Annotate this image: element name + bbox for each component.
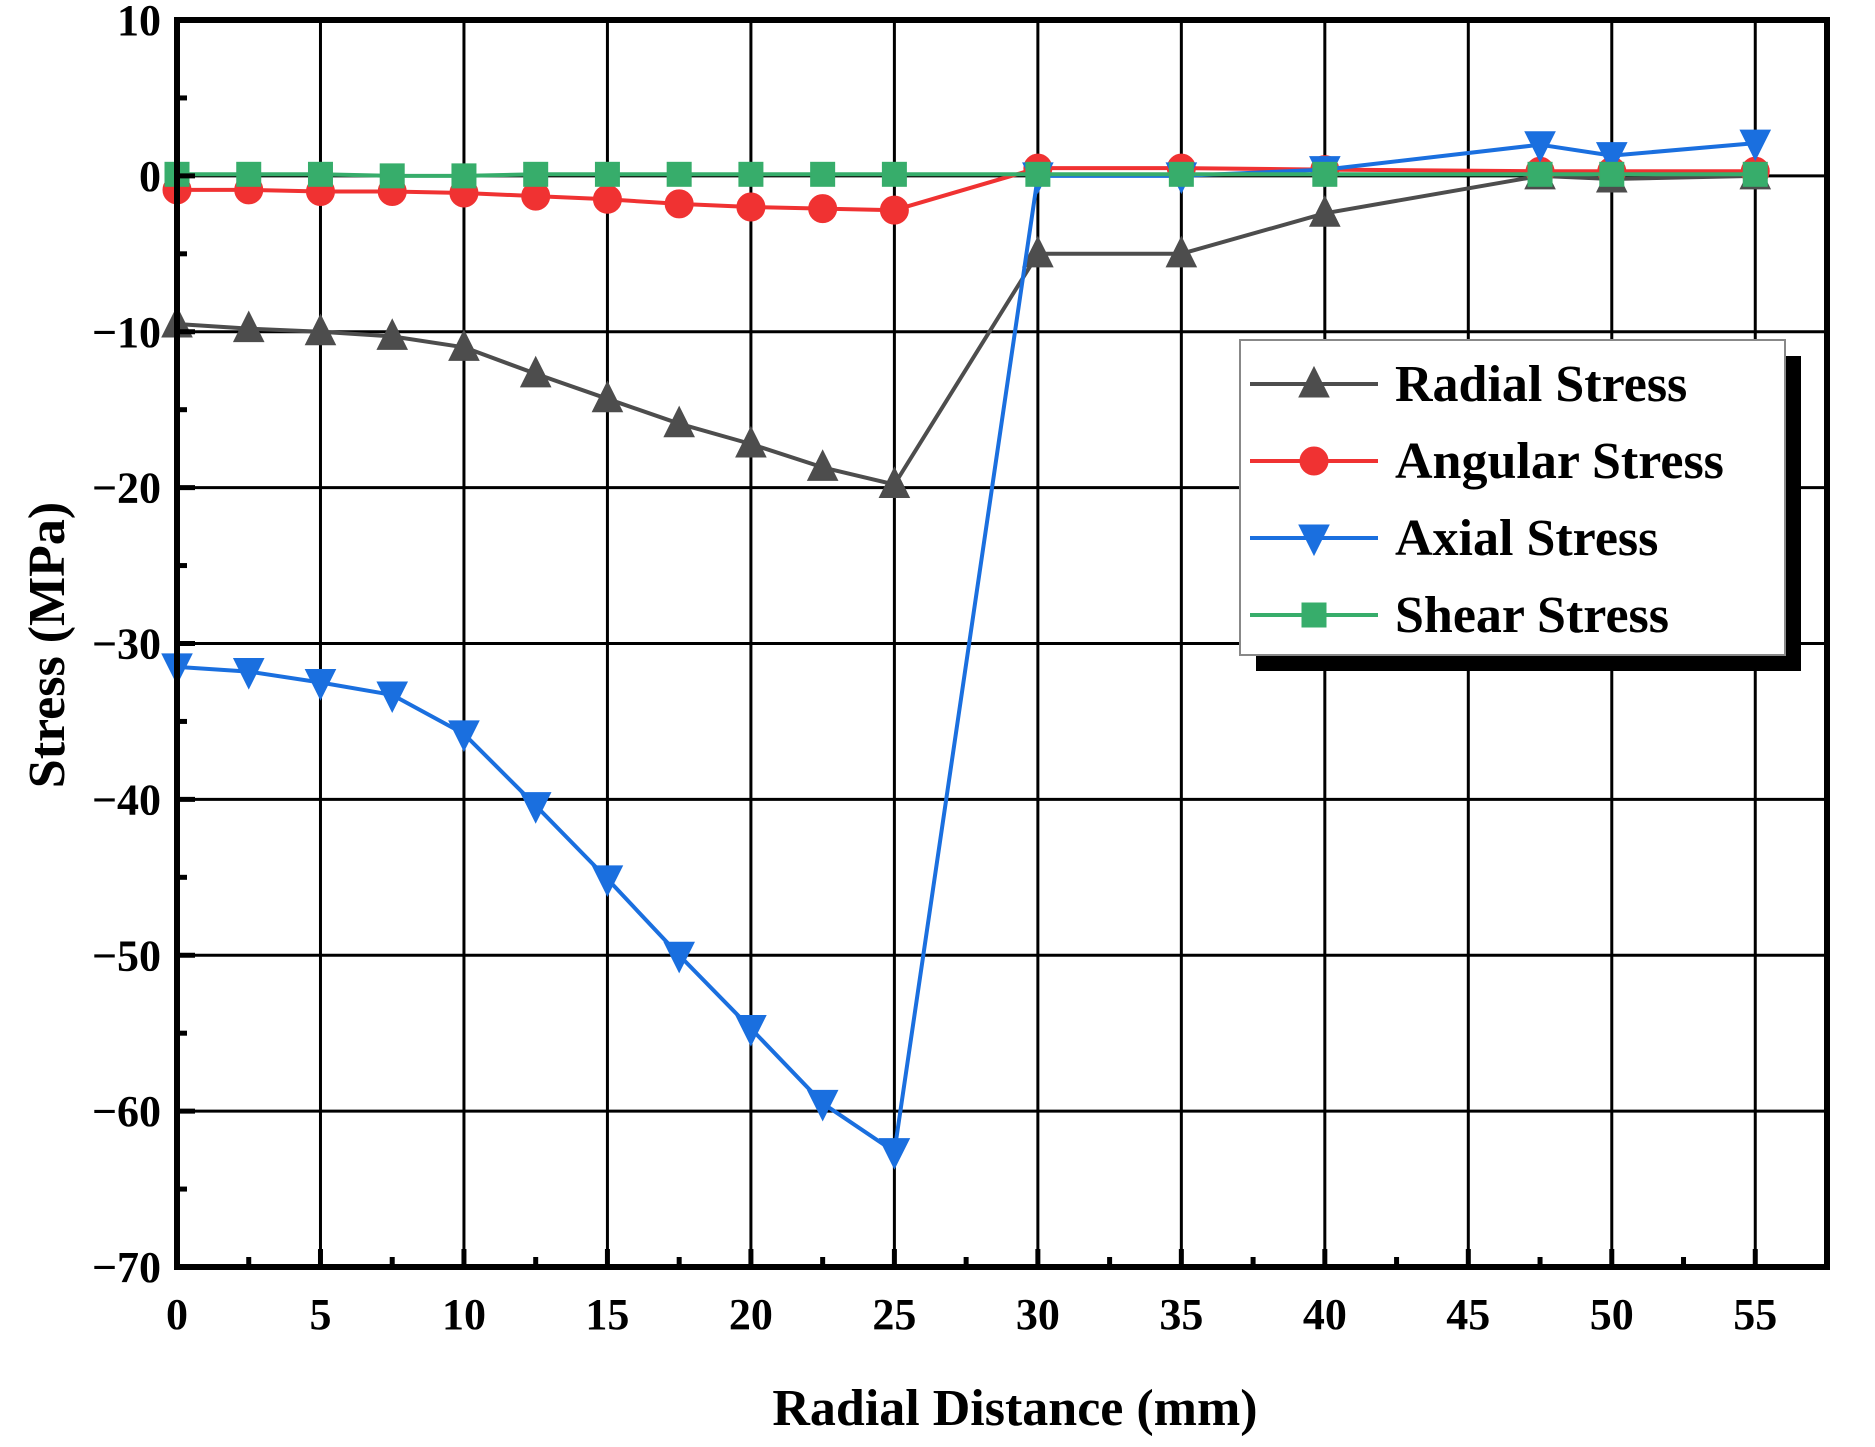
axial-stresspoint bbox=[1524, 131, 1556, 163]
y-tick-label: 0 bbox=[139, 152, 161, 201]
legend-marker-axial-stress bbox=[1298, 524, 1330, 557]
x-axis-label: Radial Distance (mm) bbox=[772, 1380, 1257, 1437]
legend-label-radial-stress: Radial Stress bbox=[1395, 356, 1687, 413]
legend-box bbox=[1239, 339, 1786, 656]
legend-marker-angular-stress bbox=[1299, 446, 1329, 476]
axial-stresspoint bbox=[519, 792, 552, 824]
radial-stresspoint bbox=[663, 405, 695, 438]
legend-label-shear-stress: Shear Stress bbox=[1395, 587, 1669, 644]
legend-label-axial-stress: Axial Stress bbox=[1395, 510, 1658, 567]
x-tick-label: 35 bbox=[1159, 1290, 1203, 1339]
angular-stresspoint bbox=[664, 189, 694, 219]
angular-stresspoint bbox=[736, 192, 766, 222]
shear-stresspoint bbox=[666, 161, 692, 187]
y-tick-label: −40 bbox=[92, 775, 161, 824]
y-tick-label: −20 bbox=[92, 464, 161, 513]
radial-stresspoint bbox=[878, 466, 911, 499]
angular-stresspoint bbox=[808, 194, 838, 224]
x-tick-label: 50 bbox=[1590, 1290, 1634, 1339]
shear-stresspoint bbox=[236, 161, 262, 187]
axial-stresspoint bbox=[448, 720, 480, 753]
axial-stresspoint bbox=[591, 865, 624, 897]
shear-stresspoint bbox=[594, 161, 620, 187]
y-tick-label: −10 bbox=[92, 308, 161, 357]
shear-stresspoint bbox=[738, 161, 764, 187]
shear-stresspoint bbox=[1527, 161, 1553, 187]
x-tick-label: 45 bbox=[1446, 1290, 1490, 1339]
x-tick-label: 20 bbox=[729, 1290, 773, 1339]
shear-stresspoint bbox=[307, 161, 333, 187]
axial-stresspoint bbox=[304, 668, 337, 701]
legend-marker-radial-stress bbox=[1298, 365, 1330, 398]
shear-stresspoint bbox=[1742, 161, 1768, 187]
radial-stresspoint bbox=[519, 355, 552, 388]
legend-marker-shear-stress bbox=[1301, 602, 1327, 628]
y-tick-label: −60 bbox=[92, 1087, 161, 1136]
axial-stresspoint bbox=[376, 681, 409, 714]
axial-stresspoint bbox=[1595, 142, 1628, 174]
y-axis-label: Stress (MPa) bbox=[19, 502, 76, 788]
radial-stresspoint bbox=[735, 425, 767, 458]
legend-label-angular-stress: Angular Stress bbox=[1395, 433, 1724, 490]
y-tick-label: −70 bbox=[92, 1243, 161, 1292]
x-tick-label: 0 bbox=[166, 1290, 188, 1339]
x-tick-label: 55 bbox=[1733, 1290, 1777, 1339]
axial-stresspoint bbox=[663, 941, 695, 974]
shear-stresspoint bbox=[379, 163, 405, 189]
shear-stressline bbox=[177, 172, 1756, 178]
series-layer bbox=[161, 129, 1772, 1170]
radial-stresspoint bbox=[304, 313, 337, 346]
x-tick-label: 15 bbox=[585, 1290, 629, 1339]
axial-stresspoint bbox=[806, 1089, 839, 1122]
shear-stresspoint bbox=[451, 163, 477, 189]
axis-ticks: 0 5 10 15 20 25 30 35 40 45 50 55 10 0 −10 −20 −30 −40 −50… bbox=[92, 0, 1777, 1339]
shear-stresspoint bbox=[523, 161, 549, 187]
x-tick-label: 5 bbox=[309, 1290, 331, 1339]
legend: Radial Stress Angular Stress Axial Stress S… bbox=[1239, 339, 1801, 671]
shear-stresspoint bbox=[1025, 161, 1051, 187]
shear-stresspoint bbox=[810, 161, 836, 187]
y-tick-label: 10 bbox=[117, 0, 161, 45]
radial-stresspoint bbox=[232, 310, 265, 343]
x-tick-label: 25 bbox=[872, 1290, 916, 1339]
axial-stresspoint bbox=[735, 1015, 767, 1047]
radial-stresspoint bbox=[376, 318, 409, 350]
x-tick-label: 10 bbox=[442, 1290, 486, 1339]
y-tick-label: −30 bbox=[92, 620, 161, 669]
radial-stresspoint bbox=[1165, 235, 1198, 268]
angular-stresspoint bbox=[592, 184, 622, 214]
axial-stresspoint bbox=[1739, 129, 1772, 162]
radial-stresspoint bbox=[1022, 235, 1054, 268]
axial-stresspoint bbox=[878, 1138, 911, 1170]
axial-stresspoint bbox=[232, 658, 265, 690]
y-tick-label: −50 bbox=[92, 931, 161, 980]
shear-stresspoint bbox=[881, 161, 907, 187]
x-tick-label: 40 bbox=[1303, 1290, 1347, 1339]
shear-stresspoint bbox=[1168, 161, 1194, 187]
x-tick-label: 30 bbox=[1016, 1290, 1060, 1339]
radial-stresspoint bbox=[591, 380, 624, 413]
radial-stresspoint bbox=[448, 329, 480, 361]
shear-stresspoint bbox=[1312, 161, 1338, 187]
shear-stresspoint bbox=[1599, 161, 1625, 187]
radial-stresspoint bbox=[1309, 195, 1341, 227]
radial-stresspoint bbox=[806, 449, 839, 481]
angular-stresspoint bbox=[879, 195, 909, 225]
